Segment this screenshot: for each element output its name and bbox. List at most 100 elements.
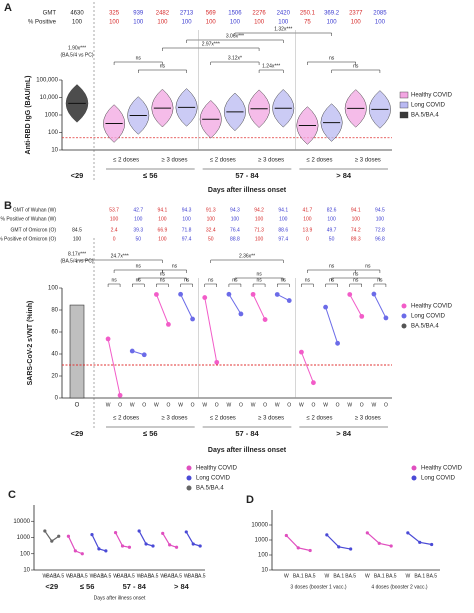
legend-label: Healthy COVID xyxy=(411,304,453,310)
significance-label: ns xyxy=(353,271,359,277)
y-tick-label: 100 xyxy=(258,553,269,559)
legend-swatch xyxy=(186,465,192,471)
significance-bracket xyxy=(132,283,145,287)
subgroup-label: ≥ 3 doses xyxy=(355,158,381,164)
significance-bracket xyxy=(210,259,284,263)
point xyxy=(90,533,94,537)
significance-label: ns xyxy=(208,277,214,283)
header-value: 53.7 xyxy=(109,207,119,213)
significance-bracket xyxy=(258,69,284,73)
x-tick-label: BA.1 xyxy=(374,573,385,579)
gmt-value: 369.2 xyxy=(324,11,340,17)
x-tick-label: BA.1 xyxy=(414,573,425,579)
positive-value: 100 xyxy=(133,20,144,26)
subgroup-label: ≤ 2 doses xyxy=(210,158,236,164)
group-label: <29 xyxy=(71,171,84,180)
header-value: 88.6 xyxy=(278,227,288,233)
gmt-value: 939 xyxy=(133,11,144,17)
significance-bracket xyxy=(252,283,266,287)
ratio-label: 1.90x*** xyxy=(68,45,86,51)
header-label: % Positive of Omicron (O) xyxy=(0,236,56,242)
point xyxy=(104,549,108,553)
x-tick-label: O xyxy=(215,402,219,408)
positive-value: 100 xyxy=(206,20,217,26)
header-value: 13.9 xyxy=(303,227,313,233)
positive-value: 100 xyxy=(375,20,386,26)
header-value: 100 xyxy=(207,216,216,222)
legend-label: Long COVID xyxy=(411,314,446,320)
positive-value: 100 xyxy=(327,20,338,26)
omicron-point xyxy=(117,392,123,398)
significance-label: ns xyxy=(256,271,262,277)
significance-label: ns xyxy=(377,277,383,283)
y-tick-label: 100 xyxy=(48,130,59,136)
header-value: 100 xyxy=(303,216,312,222)
subgroup-label: ≥ 3 doses xyxy=(162,158,188,164)
header-value: 76.4 xyxy=(230,227,240,233)
x-tick-label: O xyxy=(360,402,364,408)
omicron-point xyxy=(141,352,147,358)
wuhan-point xyxy=(371,291,377,297)
point xyxy=(337,545,341,549)
gmt-value: 2420 xyxy=(277,11,291,17)
legend-label: Healthy COVID xyxy=(411,93,453,99)
x-tick-label: BA.5 xyxy=(148,573,159,579)
y-tick-label: 10000 xyxy=(13,519,30,525)
ratio-label: (BA.5/4 vs PC) xyxy=(60,52,93,58)
header-label: GMT of Wuhan (W) xyxy=(13,207,56,213)
x-tick-label: W xyxy=(227,402,232,408)
header-value: 39.3 xyxy=(133,227,143,233)
x-tick-label: BA.5 xyxy=(305,573,316,579)
significance-label: ns xyxy=(353,63,359,69)
subgroup-label: ≤ 2 doses xyxy=(210,416,236,422)
significance-bracket xyxy=(180,283,193,287)
wuhan-point xyxy=(154,292,159,297)
significance-label: ns xyxy=(111,277,117,283)
significance-label: ns xyxy=(136,277,142,283)
y-tick-label: 1000 xyxy=(255,538,269,544)
legend-label: Long COVID xyxy=(411,103,446,109)
y-tick-label: 100 xyxy=(48,286,59,292)
x-tick-label: BA.5 xyxy=(195,573,206,579)
group-label: 3 doses (booster 1 vacc.) xyxy=(290,584,346,590)
header-value: 66.9 xyxy=(158,227,168,233)
y-tick-label: 10 xyxy=(51,148,58,154)
ref-bar xyxy=(69,304,85,399)
pair-line xyxy=(325,306,339,344)
significance-bracket xyxy=(186,39,284,43)
header-value: 100 xyxy=(158,236,167,242)
positive-value: 100 xyxy=(182,20,193,26)
omicron-point xyxy=(311,380,316,386)
x-tick-label: W xyxy=(251,402,256,408)
x-tick-label: O xyxy=(75,403,80,409)
group-label: ≤ 56 xyxy=(143,429,158,438)
point xyxy=(168,543,172,547)
header-value: 94.1 xyxy=(158,207,168,213)
x-tick-label: O xyxy=(191,402,195,408)
x-tick-label: W xyxy=(113,573,118,579)
header-value: 100 xyxy=(110,216,119,222)
significance-label: 3.12x* xyxy=(228,55,242,61)
significance-label: ns xyxy=(353,277,359,283)
point xyxy=(73,549,77,553)
wuhan-point xyxy=(347,292,353,297)
significance-label: 1.32x*** xyxy=(274,26,292,32)
x-tick-label: W xyxy=(184,573,189,579)
x-tick-label: O xyxy=(263,402,267,408)
significance-bracket xyxy=(138,69,187,73)
header-value: 94.3 xyxy=(182,207,192,213)
point xyxy=(50,539,54,543)
positive-value: 100 xyxy=(157,20,168,26)
x-tick-label: BA.1 xyxy=(94,573,105,579)
significance-bracket xyxy=(113,61,163,65)
header-value: 100 xyxy=(73,236,82,242)
positive-value: 100 xyxy=(278,20,289,26)
pair-line xyxy=(349,294,363,317)
legend-label: Healthy COVID xyxy=(421,466,463,472)
point xyxy=(161,531,165,535)
subgroup-label: ≤ 2 doses xyxy=(113,158,139,164)
x-tick-label: W xyxy=(178,402,183,408)
header-label: % Positive xyxy=(28,20,57,26)
x-tick-label: O xyxy=(142,402,146,408)
